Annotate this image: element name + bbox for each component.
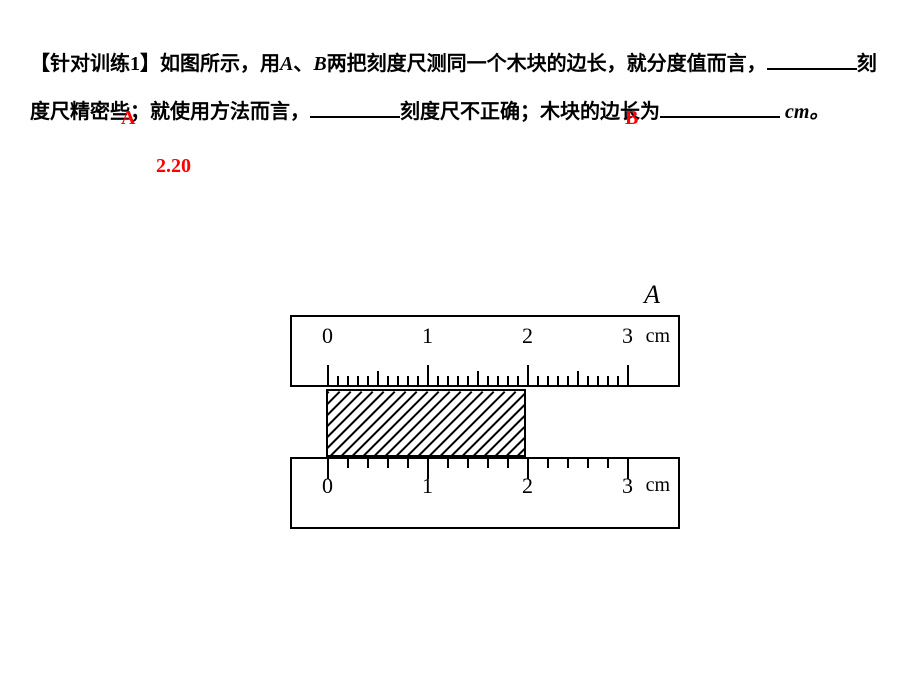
- tick-major: [327, 365, 329, 385]
- tick-minor: [367, 376, 369, 385]
- answer-2: B: [625, 107, 638, 130]
- sep1: 、: [293, 53, 313, 75]
- question-paragraph: 【针对训练1】如图所示，用A、B两把刻度尺测同一个木块的边长，就分度值而言，刻度…: [30, 40, 890, 136]
- tick-minor: [377, 371, 379, 385]
- tick-minor: [487, 459, 489, 468]
- ruler-b: 0 1 2 3 cm: [290, 457, 680, 529]
- tick-minor: [497, 376, 499, 385]
- tick-minor: [597, 376, 599, 385]
- tick-minor: [347, 376, 349, 385]
- ruler-a-unit: cm: [646, 325, 670, 348]
- tick-minor: [607, 459, 609, 468]
- ruler-number: 2: [522, 323, 533, 349]
- tick-minor: [437, 376, 439, 385]
- ruler-b-unit: cm: [646, 474, 670, 497]
- tick-minor: [507, 459, 509, 468]
- tick-minor: [587, 376, 589, 385]
- hatch-line: [326, 391, 384, 457]
- tick-minor: [557, 376, 559, 385]
- tick-minor: [537, 376, 539, 385]
- tick-minor: [447, 376, 449, 385]
- tick-minor: [567, 376, 569, 385]
- tick-major: [627, 365, 629, 385]
- ruler-b-scale: 0123: [327, 459, 623, 527]
- tick-minor: [357, 376, 359, 385]
- tick-minor: [517, 376, 519, 385]
- tick-minor: [367, 459, 369, 468]
- tick-minor: [337, 376, 339, 385]
- tick-minor: [417, 376, 419, 385]
- ruler-a-scale: 0123: [327, 317, 623, 385]
- ruler-number: 0: [322, 473, 333, 499]
- question-prefix: 【针对训练1】: [30, 53, 160, 75]
- tick-minor: [347, 459, 349, 468]
- tick-minor: [407, 459, 409, 468]
- tick-minor: [457, 376, 459, 385]
- tick-minor: [467, 459, 469, 468]
- tick-minor: [577, 371, 579, 385]
- ruler-number: 3: [622, 323, 633, 349]
- tick-minor: [617, 376, 619, 385]
- letter-b: B: [313, 53, 326, 75]
- letter-a: A: [280, 53, 293, 75]
- ruler-a: 0 1 2 3 cm: [290, 315, 680, 387]
- unit-end: cm。: [780, 101, 829, 123]
- ruler-number: 3: [622, 473, 633, 499]
- tick-minor: [467, 376, 469, 385]
- tick-minor: [387, 459, 389, 468]
- tick-minor: [507, 376, 509, 385]
- tick-minor: [477, 371, 479, 385]
- ruler-number: 1: [422, 323, 433, 349]
- tick-minor: [547, 376, 549, 385]
- blank-1: [767, 46, 857, 70]
- ruler-number: 0: [322, 323, 333, 349]
- tick-minor: [547, 459, 549, 468]
- figure-label-a: A: [644, 280, 660, 310]
- question-part4: 刻度尺不正确；木块的边长为: [400, 101, 660, 123]
- blank-3: [660, 94, 780, 118]
- tick-major: [427, 365, 429, 385]
- question-part2: 两把刻度尺测同一个木块的边长，就分度值而言，: [327, 53, 767, 75]
- tick-minor: [607, 376, 609, 385]
- tick-minor: [387, 376, 389, 385]
- question-part1: 如图所示，用: [160, 53, 280, 75]
- tick-minor: [487, 376, 489, 385]
- tick-major: [527, 365, 529, 385]
- tick-minor: [567, 459, 569, 468]
- answer-3: 2.20: [156, 155, 191, 178]
- tick-minor: [407, 376, 409, 385]
- wood-block: [326, 389, 526, 457]
- answer-1: A: [121, 107, 135, 130]
- tick-minor: [447, 459, 449, 468]
- ruler-number: 2: [522, 473, 533, 499]
- figure-container: A 0123 cm B 0123 cm: [290, 285, 680, 529]
- tick-minor: [397, 376, 399, 385]
- ruler-number: 1: [422, 473, 433, 499]
- blank-2: [310, 94, 400, 118]
- tick-minor: [587, 459, 589, 468]
